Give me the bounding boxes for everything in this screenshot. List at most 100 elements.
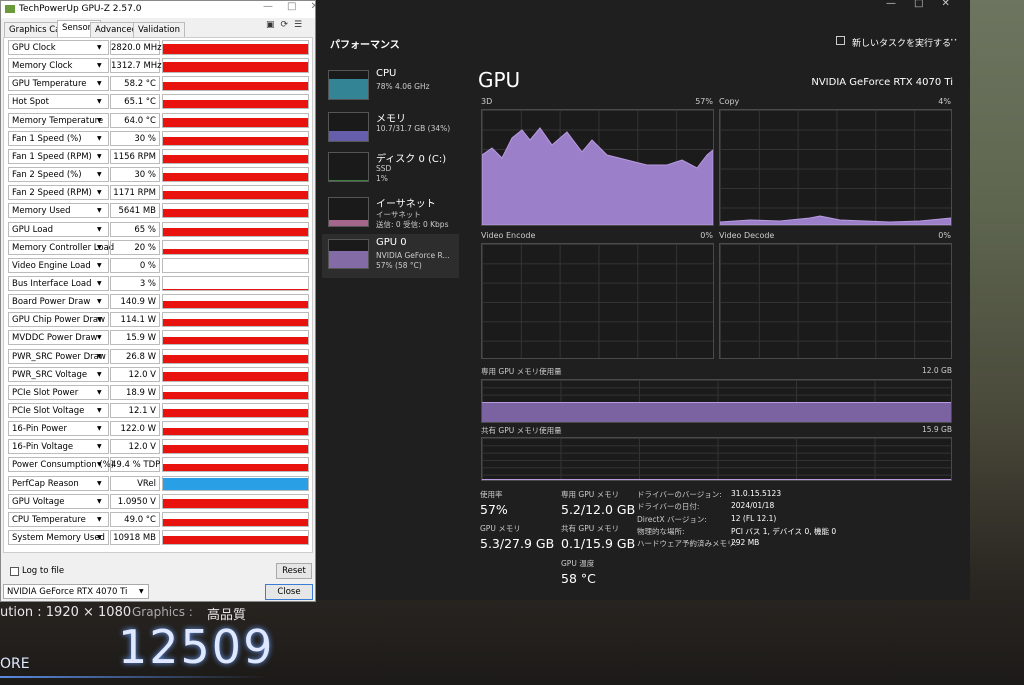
- thumb-fill: [329, 180, 368, 181]
- sensor-value: 3 %: [110, 275, 160, 291]
- sensor-label[interactable]: Hot Spot: [8, 94, 109, 110]
- title-bar: [1, 1, 315, 18]
- sensor-label[interactable]: System Memory Used: [8, 530, 109, 546]
- reset-button[interactable]: Reset: [276, 563, 312, 579]
- sensor-label[interactable]: Fan 2 Speed (%): [8, 167, 109, 183]
- sensor-graph: [162, 185, 309, 201]
- stat-label: GPU メモリ: [480, 524, 521, 533]
- stat-label: 専用 GPU メモリ: [561, 490, 620, 499]
- window-controls: —□✕: [263, 1, 333, 12]
- close-button[interactable]: Close: [265, 584, 313, 600]
- dropdown-arrow: ▼: [97, 388, 102, 396]
- sensor-label[interactable]: GPU Temperature: [8, 76, 109, 92]
- sensor-label[interactable]: Video Engine Load: [8, 257, 109, 273]
- sensor-value: 64.0 °C: [110, 112, 160, 128]
- sidebar-name[interactable]: GPU 0: [376, 237, 407, 248]
- graph-fill: [163, 337, 308, 345]
- graph-fill: [163, 155, 308, 163]
- sensor-label[interactable]: PerfCap Reason: [8, 475, 109, 491]
- sensor-label[interactable]: CPU Temperature: [8, 511, 109, 527]
- sidebar-thumb[interactable]: [328, 197, 369, 227]
- sidebar-name[interactable]: CPU: [376, 68, 397, 79]
- sensor-value: VRel: [110, 475, 160, 491]
- graph-fill: [163, 372, 308, 381]
- dropdown-arrow: ▼: [97, 261, 102, 269]
- sensor-value: 15.9 W: [110, 330, 160, 346]
- stat-label: 使用率: [480, 490, 503, 499]
- sidebar-thumb[interactable]: [328, 70, 369, 100]
- sidebar-detail[interactable]: NVIDIA GeForce R...: [376, 251, 450, 260]
- log-label[interactable]: Log to file: [22, 566, 65, 576]
- sensor-label[interactable]: Bus Interface Load: [8, 275, 109, 291]
- sensor-label[interactable]: PCIe Slot Power: [8, 384, 109, 400]
- sensor-value: 1.0950 V: [110, 493, 160, 509]
- sensor-label[interactable]: GPU Chip Power Draw: [8, 312, 109, 328]
- dedicated-memory-graph: [481, 379, 952, 423]
- sensor-label[interactable]: GPU Voltage: [8, 493, 109, 509]
- stat-value: 5.2/12.0 GB: [561, 502, 636, 517]
- sidebar-detail[interactable]: SSD: [376, 164, 392, 173]
- sidebar-name[interactable]: イーサネット: [376, 199, 436, 210]
- sensor-label[interactable]: 16-Pin Power: [8, 421, 109, 437]
- graph-fill: [163, 391, 308, 399]
- usage-area: [482, 127, 713, 225]
- device-select[interactable]: NVIDIA GeForce RTX 4070 Ti: [3, 584, 149, 599]
- sensor-graph: [162, 112, 309, 128]
- sidebar-detail[interactable]: 57% (58 °C): [376, 261, 422, 270]
- run-task-button[interactable]: 新しいタスクを実行する: [852, 39, 952, 49]
- graph-fill: [163, 408, 308, 417]
- sidebar-thumb[interactable]: [328, 239, 369, 269]
- graphics-label: Graphics :: [132, 605, 193, 619]
- sensor-label[interactable]: Fan 1 Speed (%): [8, 130, 109, 146]
- sensor-label[interactable]: GPU Clock: [8, 40, 109, 55]
- sidebar-thumb[interactable]: [328, 112, 369, 142]
- area-fill: [482, 127, 713, 225]
- sensor-label[interactable]: Fan 1 Speed (RPM): [8, 148, 109, 164]
- sensor-label[interactable]: GPU Load: [8, 221, 109, 237]
- sensor-graph: [162, 239, 309, 255]
- dropdown-arrow: ▼: [97, 479, 102, 487]
- sensor-label[interactable]: 16-Pin Voltage: [8, 439, 109, 455]
- sidebar-detail[interactable]: 送信: 0 受信: 0 Kbps: [376, 220, 449, 229]
- sensor-label[interactable]: Memory Temperature: [8, 112, 109, 128]
- sensor-label[interactable]: MVDDC Power Draw: [8, 330, 109, 346]
- quality: 高品質: [207, 608, 247, 623]
- sidebar-detail[interactable]: 1%: [376, 174, 388, 183]
- sensor-label[interactable]: Fan 2 Speed (RPM): [8, 185, 109, 201]
- graph-fill: [163, 228, 308, 236]
- sidebar-thumb[interactable]: [328, 152, 369, 182]
- sensor-graph: [162, 40, 309, 55]
- graph-fill: [163, 289, 308, 290]
- window-title: TechPowerUp GPU-Z 2.57.0: [19, 4, 142, 14]
- sensor-label[interactable]: Power Consumption (%): [8, 457, 114, 473]
- graph-label: 3D: [481, 97, 493, 106]
- sensor-label[interactable]: PCIe Slot Voltage: [8, 403, 109, 418]
- sidebar-detail[interactable]: 10.7/31.7 GB (34%): [376, 124, 451, 133]
- graph-fill: [163, 444, 308, 454]
- sensor-label[interactable]: PWR_SRC Voltage: [8, 366, 109, 382]
- dropdown-arrow: ▼: [97, 461, 102, 469]
- sidebar-name[interactable]: ディスク 0 (C:): [376, 154, 447, 165]
- stat-value: 57%: [480, 502, 508, 517]
- tab[interactable]: Validation: [133, 22, 185, 37]
- sensor-value: 65 %: [110, 221, 160, 237]
- more-button[interactable]: ···: [946, 33, 958, 47]
- sidebar-detail[interactable]: イーサネット: [376, 210, 421, 219]
- sensor-label[interactable]: Memory Controller Load: [8, 239, 114, 255]
- sensor-graph: [162, 58, 309, 74]
- sensor-label[interactable]: Board Power Draw: [8, 294, 109, 310]
- sensor-label[interactable]: PWR_SRC Power Draw: [8, 348, 109, 364]
- dropdown-arrow: ▼: [97, 443, 102, 451]
- sensor-label[interactable]: Memory Clock: [8, 58, 109, 74]
- sidebar-detail[interactable]: 78% 4.06 GHz: [376, 82, 430, 91]
- checkbox[interactable]: [10, 567, 19, 576]
- stat-label: 共有 GPU メモリ: [561, 524, 620, 533]
- sensor-label[interactable]: Memory Used: [8, 203, 109, 219]
- sensor-graph: [162, 221, 309, 237]
- sidebar-name[interactable]: メモリ: [376, 114, 406, 125]
- sensor-value: 1171 RPM: [110, 185, 160, 201]
- toolbar-icons: ▣⟳☰: [266, 20, 309, 30]
- engine-graph: [719, 109, 952, 226]
- detail-label: ドライバーのバージョン:: [637, 490, 722, 499]
- sensor-graph: [162, 421, 309, 437]
